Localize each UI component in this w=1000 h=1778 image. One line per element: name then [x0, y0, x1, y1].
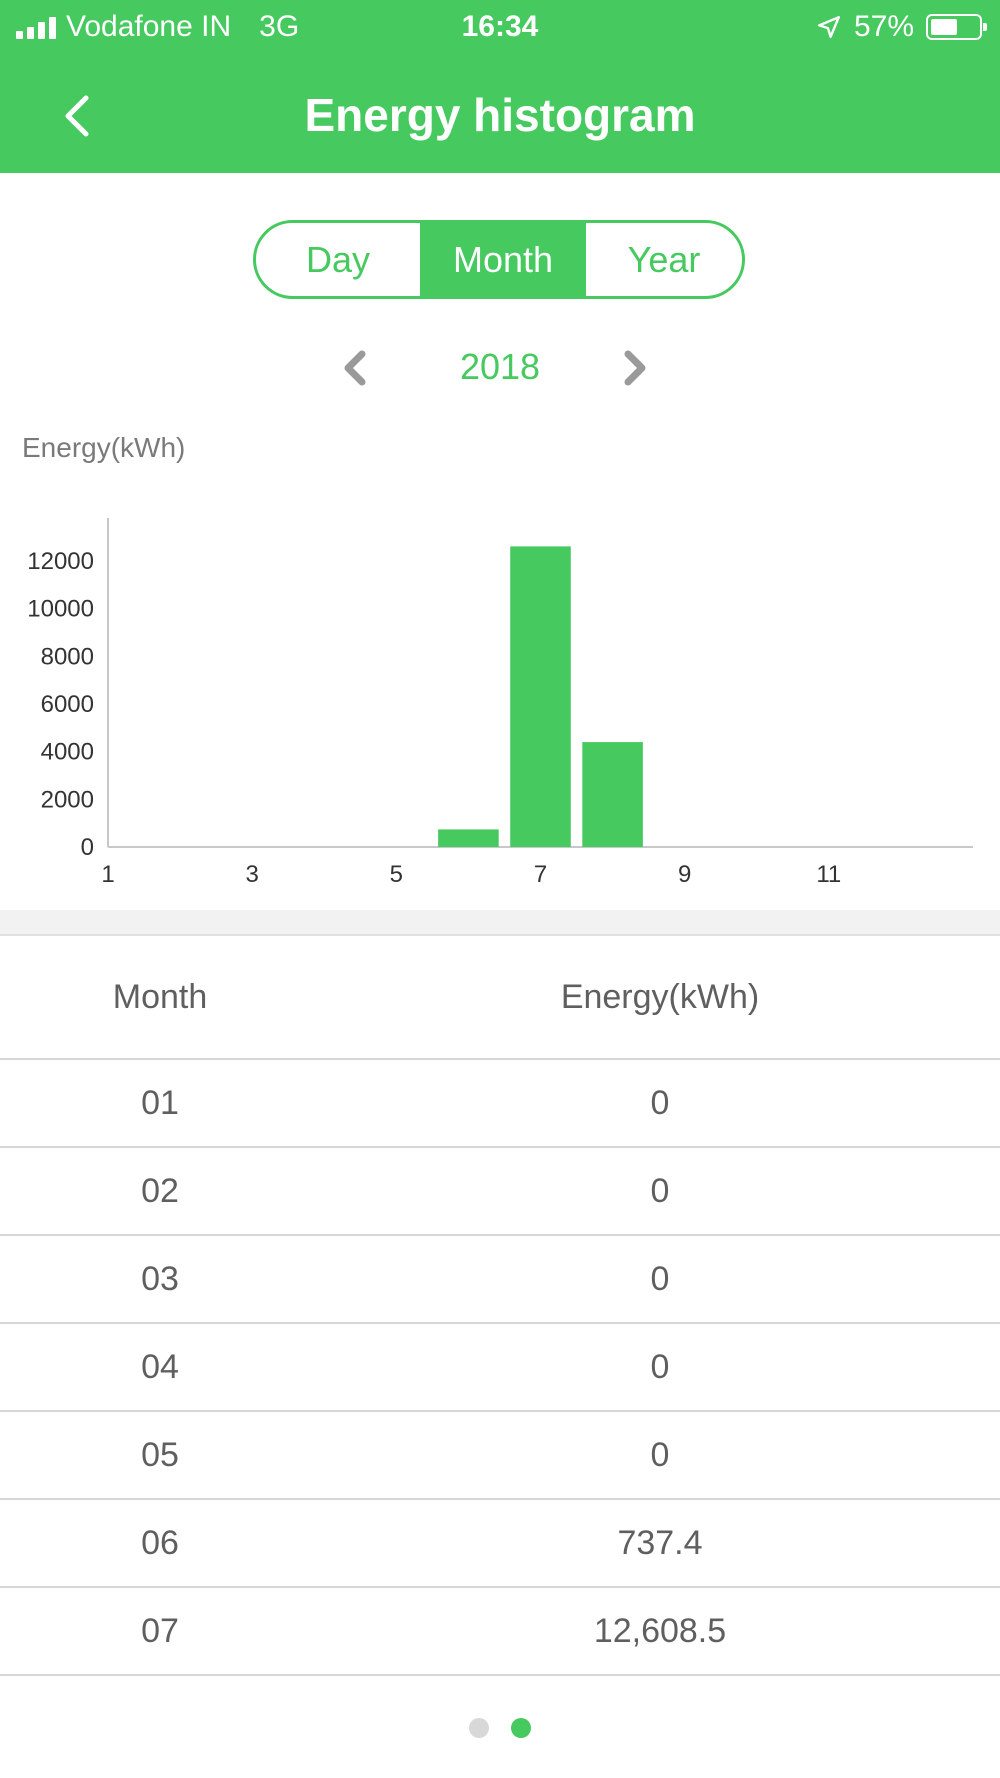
month-cell: 03 [141, 1259, 179, 1298]
y-tick-label: 6000 [41, 691, 94, 718]
energy-cell: 12,608.5 [593, 1611, 727, 1650]
chevron-right-icon [624, 350, 646, 386]
y-tick-label: 10000 [27, 596, 94, 623]
next-year-button[interactable] [610, 338, 660, 398]
month-cell: 07 [141, 1611, 179, 1650]
month-cell: 02 [141, 1171, 179, 1210]
year-label: 2018 [459, 346, 541, 387]
y-tick-label: 12000 [27, 548, 94, 575]
x-tick-label: 1 [101, 861, 114, 888]
energy-cell: 0 [650, 1259, 670, 1298]
header-energy: Energy(kWh) [560, 977, 760, 1016]
app-header: Vodafone IN 3G 16:34 57% Energy histogra… [0, 0, 1000, 173]
table-row: 02 0 [0, 1148, 1000, 1236]
tab-year[interactable]: Year [627, 238, 701, 280]
energy-cell: 737.4 [617, 1523, 703, 1562]
page-title: Energy histogram [304, 89, 696, 141]
x-tick-label: 7 [534, 861, 547, 888]
chevron-left-icon [65, 95, 89, 137]
status-left: Vodafone IN 3G [16, 10, 299, 44]
x-tick-label: 5 [390, 861, 403, 888]
chart-y-axis-label: Energy(kWh) [22, 432, 186, 463]
battery-fill [931, 19, 957, 35]
table-row: 03 0 [0, 1236, 1000, 1324]
table-row: 07 12,608.5 [0, 1588, 1000, 1676]
energy-bar-chart: 0 2000 4000 6000 8000 10000 12000 1 3 5 7 9 11 [27, 518, 973, 888]
status-bar: Vodafone IN 3G 16:34 57% [0, 0, 1000, 56]
month-cell: 05 [141, 1435, 179, 1474]
year-selector: 2018 [0, 338, 1000, 398]
energy-cell: 0 [650, 1083, 670, 1122]
nav-bar: Energy histogram [0, 80, 1000, 150]
battery-icon [926, 14, 987, 40]
page-dot-active[interactable] [511, 1718, 531, 1738]
x-tick-label: 11 [816, 861, 841, 888]
network-label: 3G [259, 10, 300, 43]
energy-cell: 0 [650, 1171, 670, 1210]
y-tick-label: 4000 [41, 739, 94, 766]
table-header: Month Energy(kWh) [0, 936, 1000, 1060]
header-month: Month [112, 977, 208, 1016]
table-row: 06 737.4 [0, 1500, 1000, 1588]
status-right: 57% [816, 10, 987, 44]
chevron-left-icon [344, 350, 366, 386]
y-tick-label: 2000 [41, 786, 94, 813]
bar-month-8 [582, 742, 643, 847]
tab-day[interactable]: Day [305, 238, 371, 280]
energy-cell: 0 [650, 1435, 670, 1474]
table-row: 04 0 [0, 1324, 1000, 1412]
location-arrow-icon [818, 16, 840, 38]
energy-cell: 0 [650, 1347, 670, 1386]
table-body: 01 0 02 0 03 0 04 0 05 0 06 737.4 07 12,608.5 [0, 1060, 1000, 1676]
month-cell: 01 [141, 1083, 179, 1122]
previous-year-button[interactable] [330, 338, 380, 398]
section-divider [0, 910, 1000, 936]
table-row: 01 0 [0, 1060, 1000, 1148]
page-indicator [0, 1718, 1000, 1738]
carrier-label: Vodafone IN [66, 10, 232, 43]
page-dot[interactable] [469, 1718, 489, 1738]
bar-month-6 [438, 829, 499, 847]
table-row: 05 0 [0, 1412, 1000, 1500]
x-tick-label: 9 [678, 861, 691, 888]
y-tick-label: 8000 [41, 643, 94, 670]
energy-table: Month Energy(kWh) 01 0 02 0 03 0 04 0 05 0 06 737.4… [0, 936, 1000, 1676]
back-button[interactable] [52, 86, 112, 146]
signal-icon [16, 15, 56, 39]
bar-month-7 [510, 546, 571, 847]
status-time: 16:34 [461, 10, 539, 43]
battery-percent: 57% [853, 10, 914, 43]
month-cell: 06 [141, 1523, 179, 1562]
y-tick-label: 0 [81, 834, 94, 861]
x-tick-label: 3 [245, 861, 258, 888]
tab-month[interactable]: Month [420, 223, 586, 296]
month-cell: 04 [141, 1347, 179, 1386]
period-segmented-control: Day Month Year [253, 220, 745, 299]
